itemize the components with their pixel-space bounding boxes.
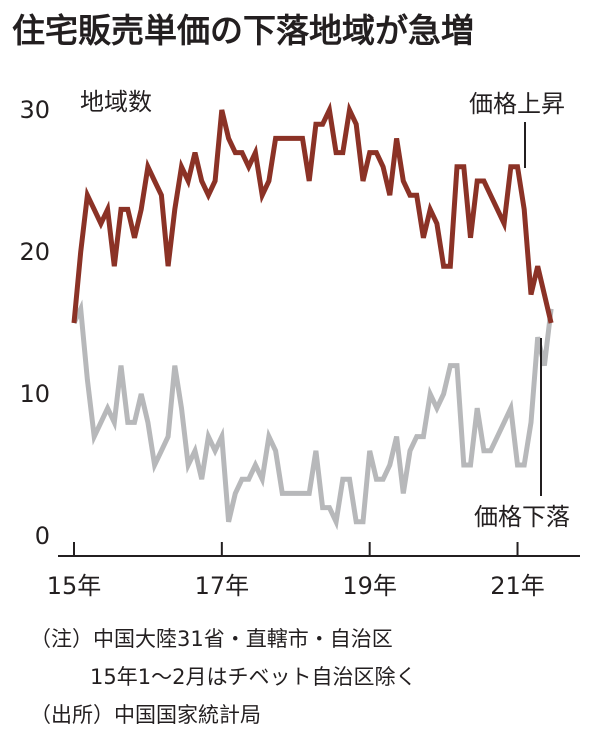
chart-title: 住宅販売単価の下落地域が急増 [12, 11, 474, 50]
x-axis: 15年 17年 19年 21年 [47, 542, 580, 600]
y-tick-label: 10 [19, 380, 50, 408]
x-tick-label: 19年 [342, 572, 397, 600]
y-axis: 0 10 20 30 地域数 [19, 88, 152, 550]
series-line-fall [71, 299, 554, 531]
y-tick-label: 20 [19, 238, 50, 266]
note-line-2: 15年1～2月はチベット自治区除く [90, 665, 417, 689]
footnotes: （注）中国大陸31省・直轄市・自治区 15年1～2月はチベット自治区除く （出所… [30, 620, 416, 734]
x-tick-label: 17年 [195, 572, 250, 600]
x-tick-label: 21年 [490, 572, 545, 600]
y-tick-label: 0 [35, 522, 50, 550]
y-tick-label: 30 [19, 96, 50, 124]
series-label-fall: 価格下落 [474, 503, 570, 531]
note-line-1: （注）中国大陸31省・直轄市・自治区 [30, 627, 393, 651]
series-line-rise [71, 101, 554, 324]
x-tick-label: 15年 [47, 572, 102, 600]
series-label-rise: 価格上昇 [469, 90, 565, 118]
y-axis-label: 地域数 [80, 88, 152, 116]
source-line: （出所）中国国家統計局 [30, 703, 261, 727]
plot-area [71, 101, 554, 531]
